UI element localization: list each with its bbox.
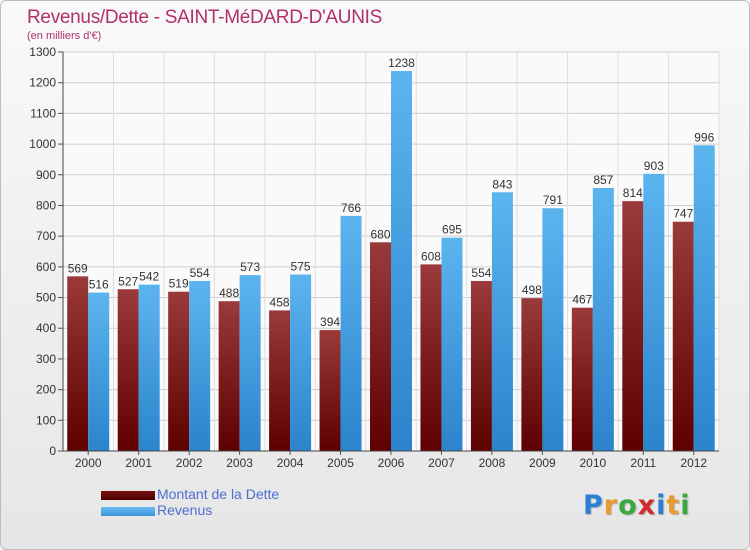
bar-revenus [542,208,564,451]
bar-debt [117,289,139,451]
chart-subtitle: (en milliers d'€) [27,30,102,42]
data-label-debt: 467 [572,293,592,307]
legend-swatch-debt [101,491,155,500]
data-label-revenus: 791 [543,193,563,207]
bar-debt [672,221,694,451]
bar-debt [622,201,644,451]
x-tick-label: 2006 [378,456,405,470]
data-label-debt: 458 [270,295,290,309]
data-label-debt: 519 [169,277,189,291]
data-label-revenus: 516 [89,278,109,292]
y-tick-label: 600 [36,260,56,274]
data-label-revenus: 766 [341,201,361,215]
data-label-debt: 747 [673,207,693,221]
x-tick-label: 2005 [327,456,354,470]
bar-debt [269,310,291,451]
data-label-revenus: 857 [593,173,613,187]
bar-debt [168,291,190,451]
data-label-debt: 498 [522,283,542,297]
proxiti-logo: Proxiti [583,490,691,521]
bar-debt [420,264,442,451]
bar-revenus [693,145,715,451]
y-tick-label: 300 [36,352,56,366]
data-label-revenus: 843 [492,177,512,191]
x-tick-label: 2010 [579,456,606,470]
logo-letter: x [637,490,657,521]
chart-title: Revenus/Dette - SAINT-MéDARD-D'AUNIS [27,7,382,28]
y-tick-label: 800 [36,198,56,212]
bar-debt [470,280,492,451]
data-label-revenus: 695 [442,223,462,237]
y-tick-label: 0 [49,444,56,458]
x-tick-label: 2008 [479,456,506,470]
logo-letter: o [618,490,638,521]
data-label-revenus: 903 [644,159,664,173]
bar-revenus [391,71,412,451]
bar-revenus [189,280,211,451]
x-tick-label: 2011 [630,456,656,470]
data-label-debt: 394 [320,315,340,329]
bar-revenus [138,284,160,451]
x-tick-label: 2002 [176,456,203,470]
x-tick-label: 2007 [428,456,455,470]
bar-debt [521,298,543,451]
x-tick-label: 2012 [680,456,707,470]
y-tick-label: 1100 [30,106,56,120]
y-tick-label: 700 [36,229,56,243]
bar-debt [67,276,89,451]
data-label-debt: 569 [68,261,88,275]
x-tick-label: 2000 [75,456,102,470]
bar-revenus [340,215,362,451]
bar-revenus [491,192,513,451]
bar-revenus [643,173,665,452]
data-label-revenus: 554 [190,266,210,280]
y-tick-label: 1300 [29,45,56,59]
data-label-debt: 814 [623,186,643,200]
logo-letter: r [603,490,619,521]
bar-debt [218,301,240,451]
bar-debt [370,242,391,451]
x-tick-label: 2009 [529,456,556,470]
x-tick-label: 2001 [125,456,152,470]
logo-letter: i [656,490,667,521]
data-label-debt: 680 [370,227,390,241]
y-tick-label: 1200 [29,76,56,90]
data-label-revenus: 542 [139,270,159,284]
logo-letter: P [583,490,604,521]
y-tick-label: 400 [36,321,56,335]
logo-letter: i [680,490,691,521]
bar-revenus [88,292,110,451]
legend-label-revenus: Revenus [157,502,213,518]
x-tick-label: 2003 [226,456,253,470]
logo-letter: t [666,490,681,521]
bar-revenus [290,274,312,451]
y-tick-label: 500 [36,291,56,305]
data-label-revenus: 575 [291,260,311,274]
data-label-revenus: 996 [694,130,714,144]
legend-label-debt: Montant de la Dette [157,486,280,502]
legend-swatch-revenus [101,507,155,516]
x-tick-label: 2004 [277,456,304,470]
y-tick-label: 100 [36,413,56,427]
data-label-debt: 554 [471,266,491,280]
y-tick-label: 1000 [29,137,56,151]
data-label-debt: 608 [421,249,441,263]
y-tick-label: 200 [36,383,56,397]
data-label-debt: 527 [118,274,138,288]
bar-revenus [441,237,463,451]
bar-debt [319,330,341,451]
data-label-debt: 488 [219,286,239,300]
data-label-revenus: 1238 [388,56,415,70]
data-label-revenus: 573 [240,260,260,274]
y-tick-label: 900 [36,168,56,182]
bar-revenus [592,187,614,451]
bar-debt [571,307,593,451]
bar-revenus [239,275,261,451]
